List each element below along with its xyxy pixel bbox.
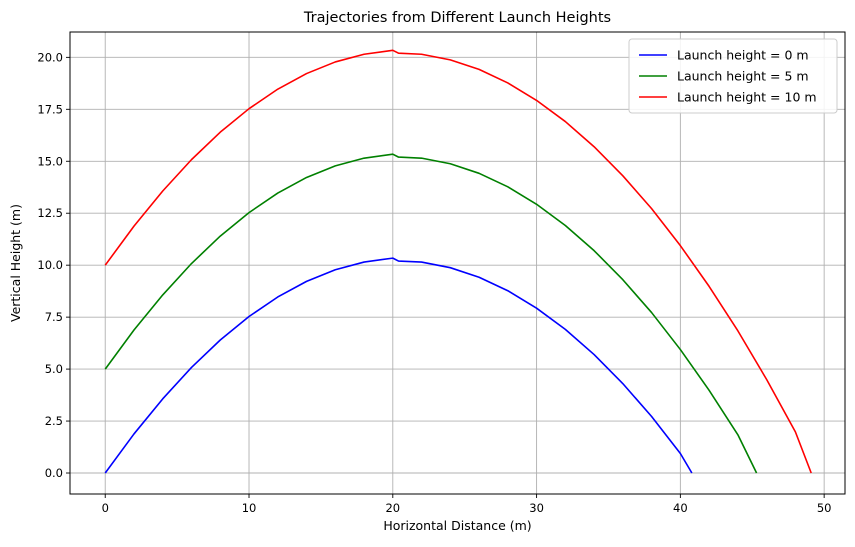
- y-tick-label: 5.0: [45, 362, 63, 376]
- x-tick-label: 30: [529, 501, 544, 515]
- x-axis-title: Horizontal Distance (m): [383, 518, 531, 533]
- x-tick-label: 0: [102, 501, 109, 515]
- legend: Launch height = 0 m Launch height = 5 m La…: [628, 38, 838, 114]
- series-lines: [104, 49, 812, 474]
- y-tick-label: 2.5: [45, 414, 63, 428]
- series-line-1: [104, 153, 758, 474]
- x-tick-label: 40: [673, 501, 688, 515]
- legend-label: Launch height = 5 m: [677, 69, 809, 84]
- y-tick-label: 10.0: [37, 258, 63, 272]
- y-tick-label: 12.5: [37, 206, 63, 220]
- axes-frame: [69, 31, 846, 495]
- y-tick-label: 20.0: [37, 50, 63, 64]
- legend-label: Launch height = 0 m: [677, 48, 809, 63]
- ticks: 0 10 20 30 40 50 0.0 2.5 5.0 7.5 10.0 12.5 15.0 17.5 2…: [37, 50, 831, 515]
- y-axis-title: Vertical Height (m): [8, 204, 23, 322]
- y-tick-label: 15.0: [37, 154, 63, 168]
- y-tick-label: 17.5: [37, 102, 63, 116]
- y-tick-label: 7.5: [45, 310, 63, 324]
- y-tick-label: 0.0: [45, 466, 63, 480]
- x-tick-label: 20: [385, 501, 400, 515]
- legend-box: [628, 38, 838, 114]
- x-tick-label: 50: [817, 501, 832, 515]
- x-tick-label: 10: [242, 501, 257, 515]
- series-line-2: [104, 49, 812, 474]
- chart-title: Trajectories from Different Launch Heigh…: [303, 10, 611, 26]
- legend-label: Launch height = 10 m: [677, 90, 817, 105]
- series-line-0: [104, 257, 693, 474]
